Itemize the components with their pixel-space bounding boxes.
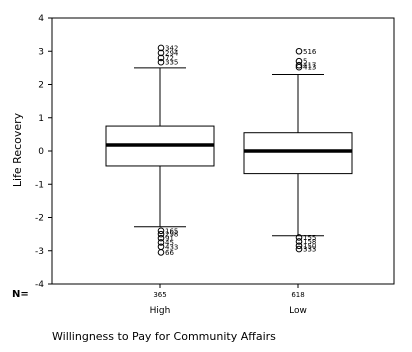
outlier-point — [157, 230, 165, 238]
outlier-point — [295, 63, 303, 71]
y-tick-label: 0 — [38, 147, 44, 157]
outlier-label: 45 — [165, 239, 174, 247]
outlier-point — [157, 54, 165, 62]
outlier-point — [157, 44, 165, 52]
outlier-label: 333 — [303, 246, 316, 254]
outlier-label: 165 — [165, 227, 178, 235]
outlier-label: 342 — [165, 44, 178, 52]
outlier-label: 91 — [165, 235, 174, 243]
outlier-label: 417 — [303, 62, 316, 70]
outlier-point — [157, 58, 165, 66]
outlier-point — [157, 49, 165, 57]
n-value: 618 — [291, 291, 304, 299]
outlier-point — [295, 242, 303, 250]
outlier-label: 298 — [165, 231, 178, 239]
iqr-box — [243, 132, 353, 175]
outlier-label: 335 — [165, 59, 178, 67]
y-axis-label: Life Recovery — [11, 112, 24, 187]
y-tick-label: -1 — [35, 180, 44, 190]
y-axis: 4 3 2 1 0 -1 -2 -3 -4 — [35, 14, 52, 290]
outlier-label: 516 — [303, 48, 317, 56]
y-tick-label: 4 — [38, 14, 44, 24]
outlier-point — [157, 239, 165, 246]
outlier-point — [157, 227, 165, 235]
outlier-point — [295, 238, 303, 245]
y-tick-label: -2 — [35, 214, 44, 224]
outlier-point — [295, 61, 303, 69]
y-tick-label: 1 — [38, 114, 44, 124]
outlier-point — [157, 234, 165, 242]
outlier-point — [157, 249, 165, 256]
y-tick-label: 3 — [38, 47, 44, 57]
outlier-label: 158 — [303, 238, 316, 246]
category-label: High — [150, 306, 171, 316]
y-tick-label: -3 — [35, 247, 44, 257]
outlier-label: 294 — [165, 49, 179, 57]
x-axis-label: Willingness to Pay for Community Affairs — [52, 330, 276, 343]
outlier-point — [295, 234, 303, 241]
n-value: 365 — [153, 291, 166, 299]
outlier-label: 155 — [303, 234, 316, 242]
outlier-label: 5 — [303, 58, 307, 66]
outlier-label: 72 — [165, 54, 174, 62]
outlier-label: 66 — [165, 249, 174, 257]
y-tick-label: -4 — [35, 280, 44, 290]
n-row: 365 High 618 Low — [150, 284, 307, 316]
outlier-label: 413 — [303, 64, 316, 72]
outlier-point — [295, 47, 303, 55]
category-label: Low — [289, 306, 307, 316]
outlier-label: 150 — [303, 242, 316, 250]
outlier-label: 433 — [165, 243, 178, 251]
y-tick-label: 2 — [38, 81, 44, 91]
n-header: N= — [12, 289, 29, 300]
outlier-point — [295, 245, 303, 253]
